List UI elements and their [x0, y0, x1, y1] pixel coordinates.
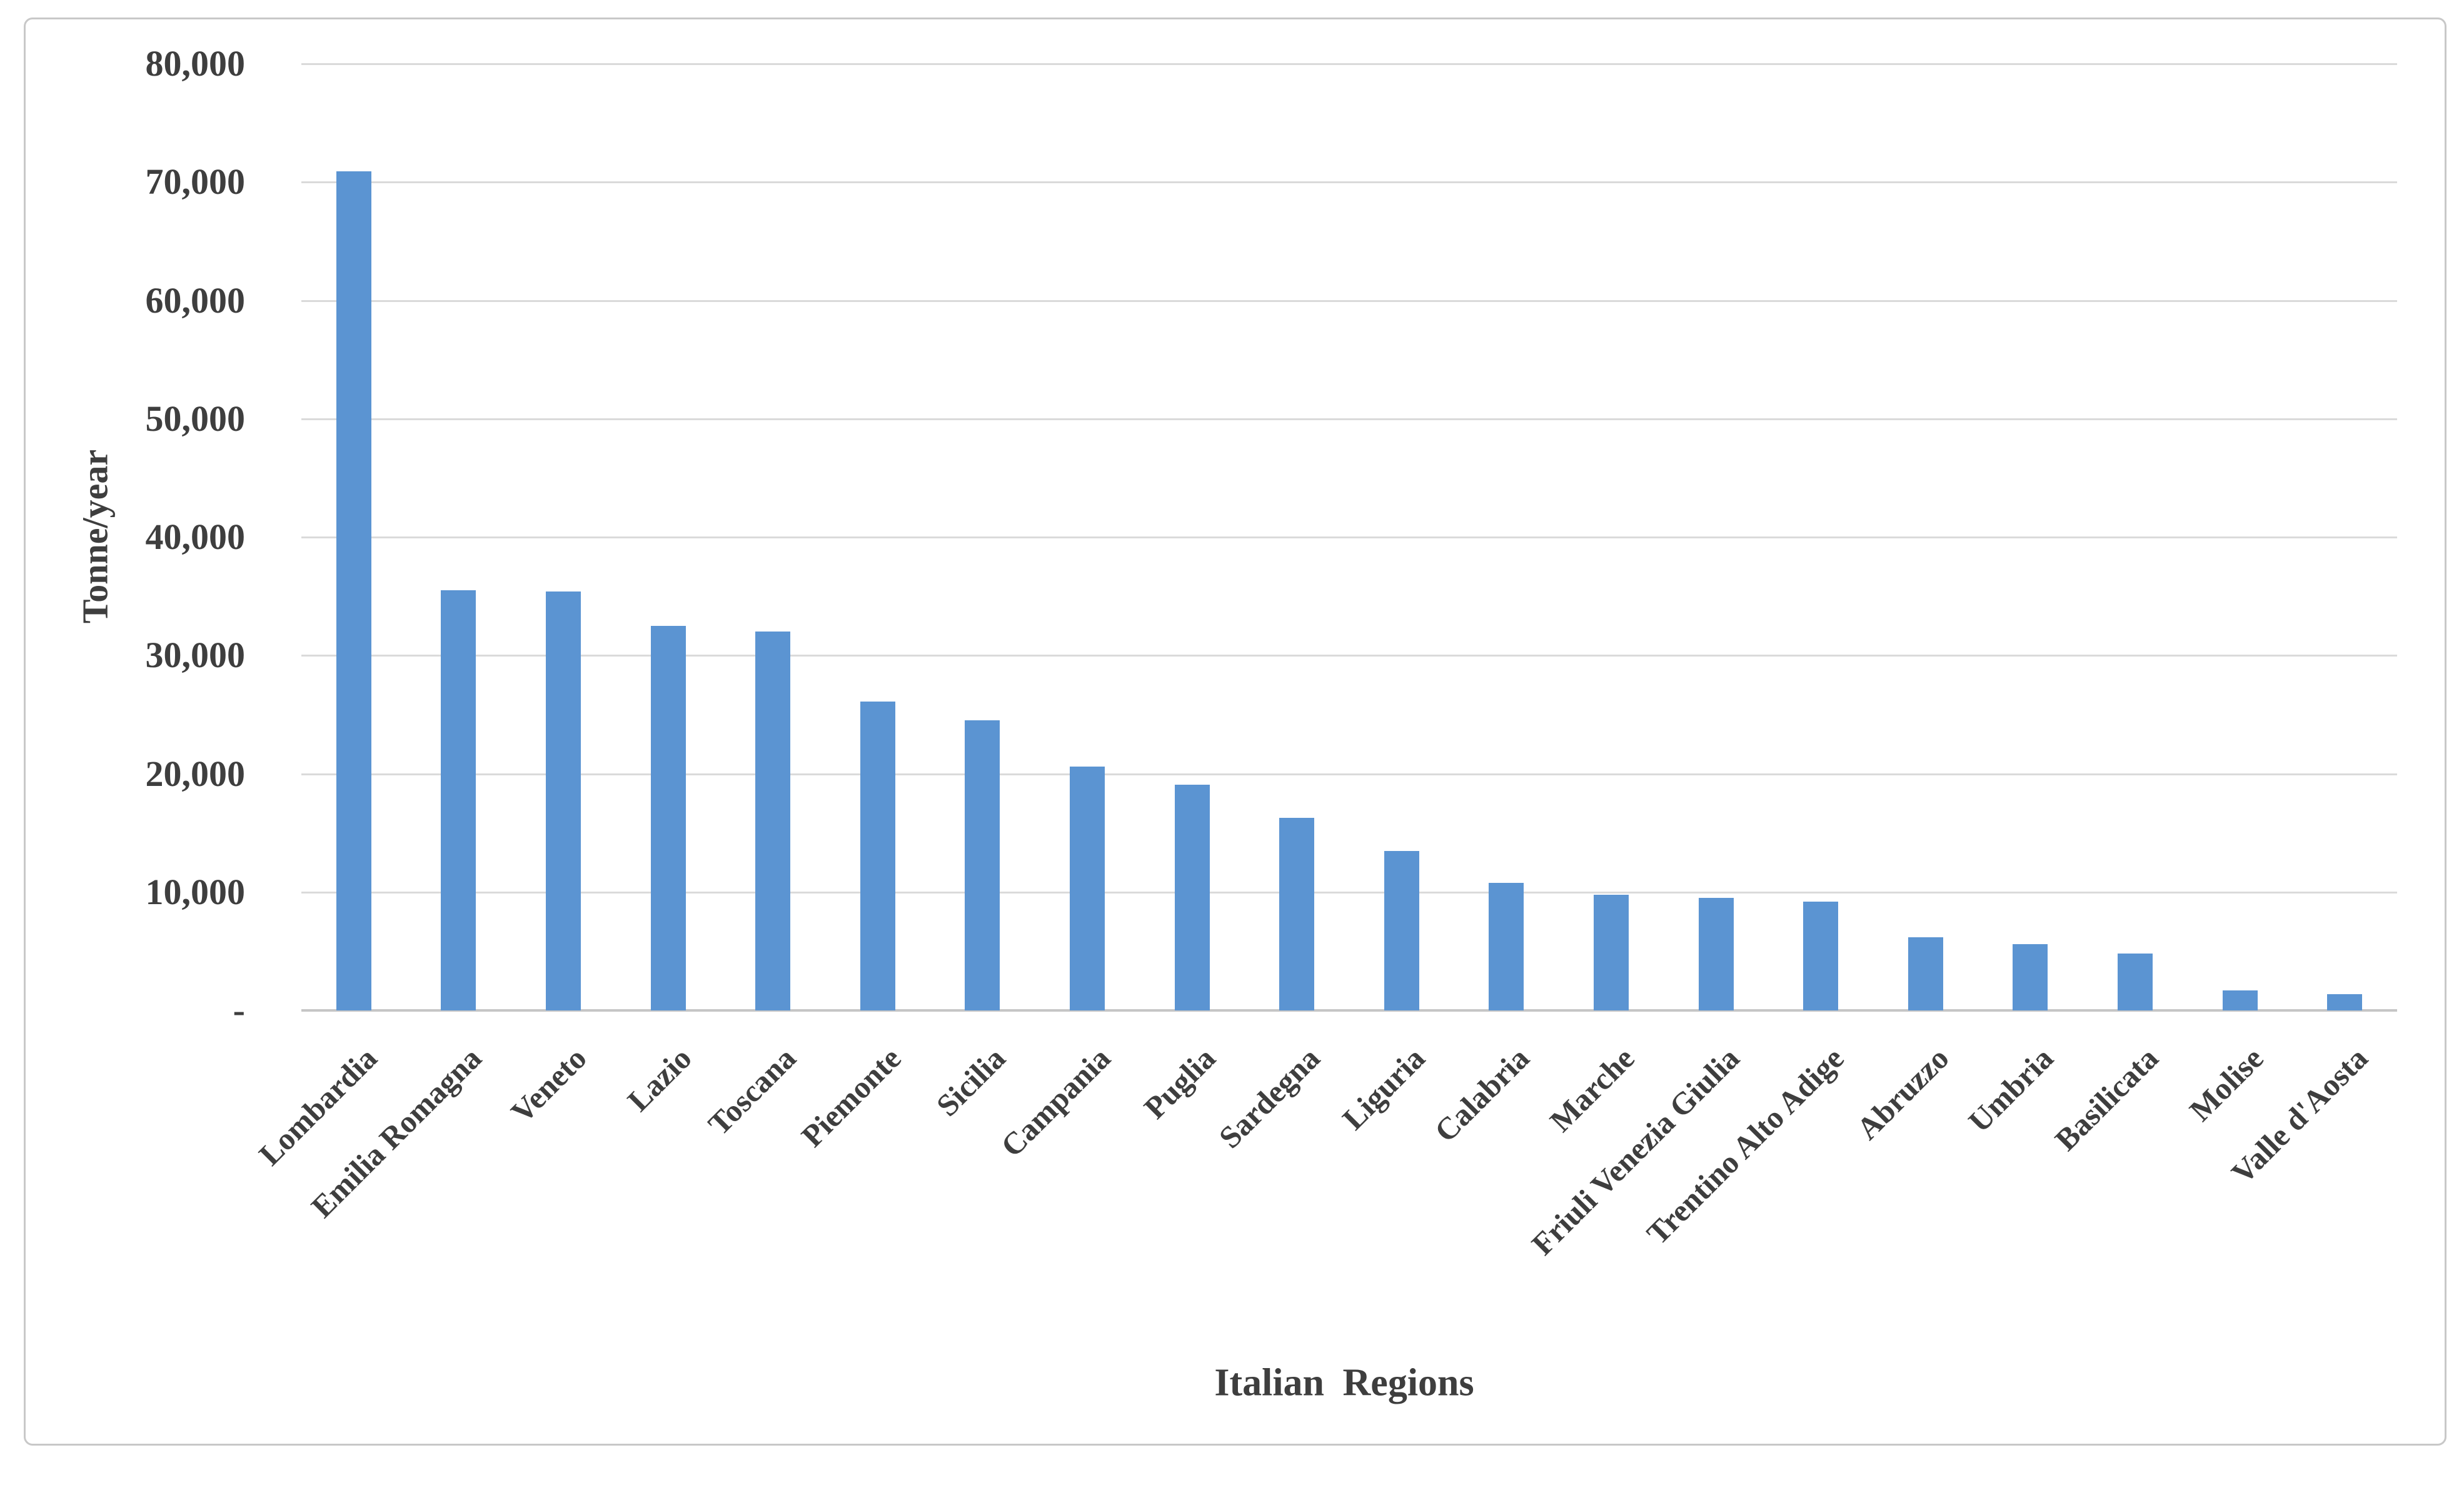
bar-liguria: [1384, 850, 1419, 1010]
gridline-30000: [301, 655, 2397, 657]
bar-campania: [1070, 767, 1105, 1010]
y-tick-label: -: [233, 990, 245, 1030]
bar-lazio: [650, 625, 686, 1010]
bar-calabria: [1489, 882, 1524, 1010]
gridline-20000: [301, 773, 2397, 775]
bar-lombardia: [336, 171, 371, 1010]
bar-puglia: [1174, 784, 1210, 1010]
bar-trentino-alto-adige: [1803, 901, 1839, 1010]
y-tick-label: 40,000: [145, 516, 246, 557]
y-axis-title: Tonne/year: [74, 449, 116, 624]
bar-piemonte: [860, 702, 895, 1010]
y-tick-label: 10,000: [145, 871, 246, 912]
gridline-70000: [301, 181, 2397, 184]
gridline-40000: [301, 536, 2397, 538]
bar-umbria: [2013, 944, 2048, 1010]
x-axis-title: Italian Regions: [1214, 1361, 1474, 1404]
bar-valle-d-aosta: [2327, 994, 2363, 1010]
bar-sicilia: [965, 720, 1000, 1010]
bar-marche: [1594, 894, 1629, 1010]
bar-molise: [2222, 990, 2258, 1010]
y-tick-label: 30,000: [145, 635, 246, 676]
y-tick-label: 50,000: [145, 398, 246, 439]
bar-toscana: [755, 632, 791, 1010]
gridline-50000: [301, 418, 2397, 420]
x-axis-line: [301, 1009, 2397, 1012]
y-tick-label: 60,000: [145, 279, 246, 321]
chart-frame: 80,000 70,000 60,000 50,000 40,000 30,000 20,0…: [24, 18, 2446, 1446]
gridline-80000: [301, 63, 2397, 65]
y-tick-label: 80,000: [145, 43, 246, 84]
bar-abruzzo: [1908, 937, 1943, 1010]
y-tick-label: 20,000: [145, 753, 246, 794]
gridline-60000: [301, 300, 2397, 302]
plot-area: 80,000 70,000 60,000 50,000 40,000 30,000 20,0…: [26, 19, 2464, 1490]
bar-emilia-romagna: [441, 590, 476, 1010]
bar-veneto: [546, 591, 581, 1010]
y-tick-label: 70,000: [145, 161, 246, 203]
bar-friuli-venezia-giulia: [1698, 898, 1734, 1010]
gridline-10000: [301, 891, 2397, 893]
bar-sardegna: [1279, 817, 1315, 1010]
bar-basilicata: [2118, 954, 2153, 1010]
